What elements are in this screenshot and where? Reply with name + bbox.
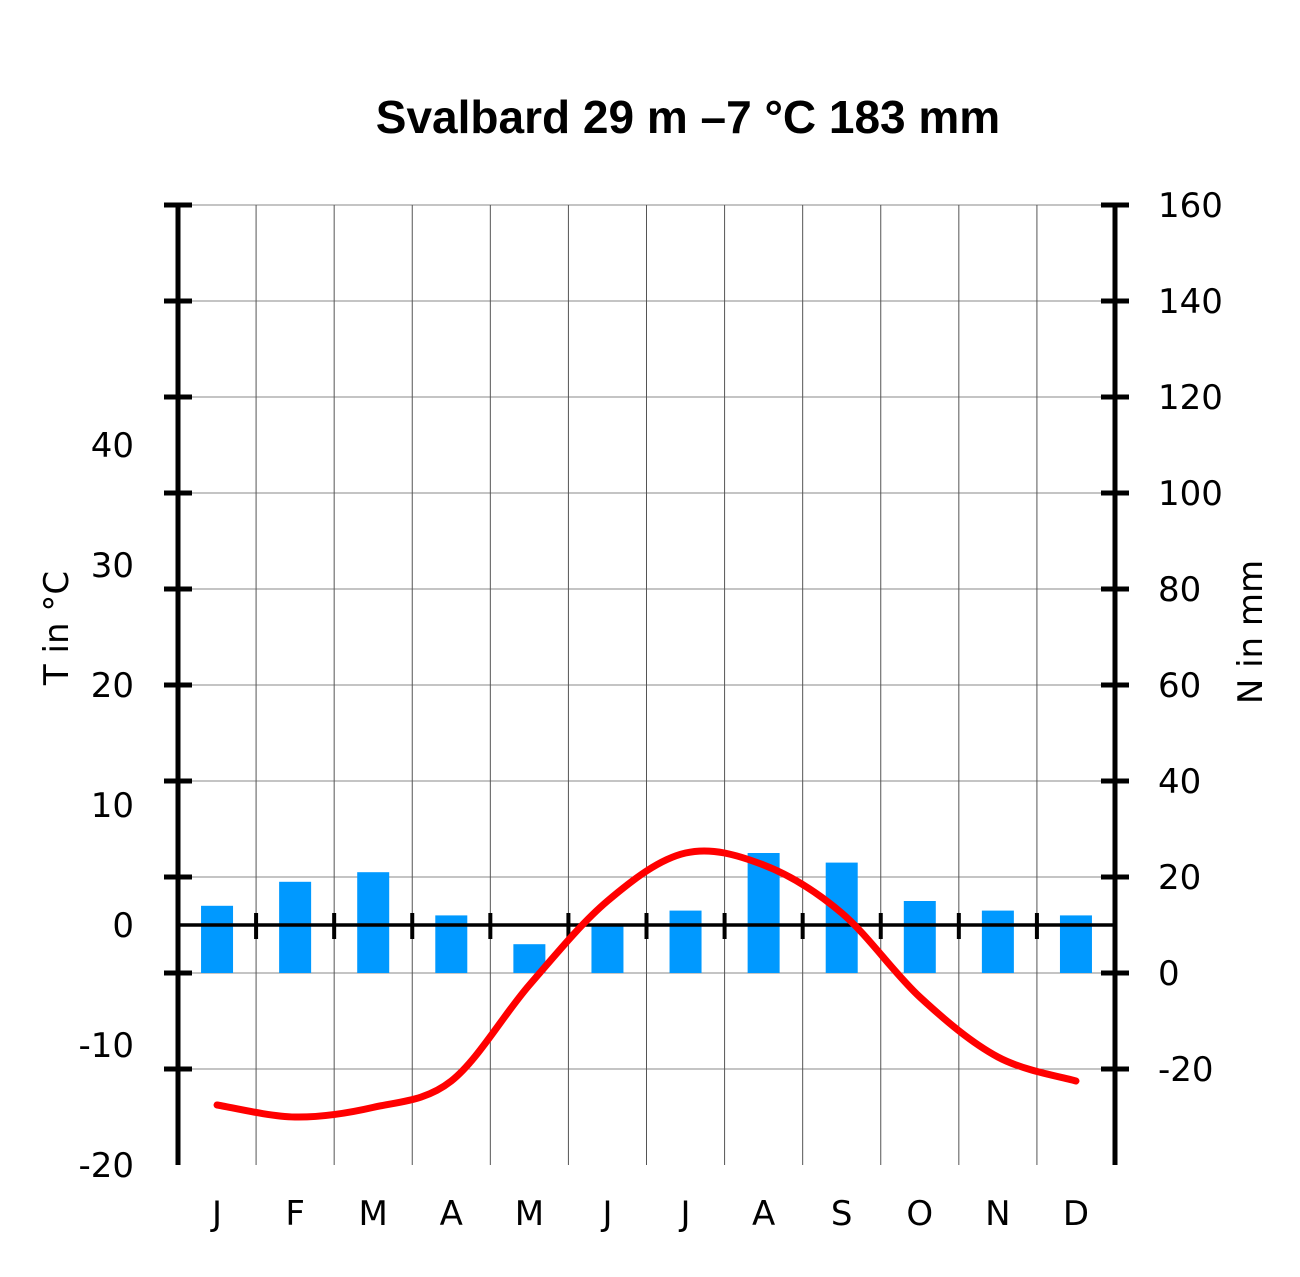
precip-bar-O [903,901,936,973]
grid [178,204,1115,1165]
month-label: J [600,1194,612,1234]
precip-bar-S [825,862,858,973]
right-tick-label: 140 [1158,282,1223,322]
axes [164,202,1129,1165]
left-tick-label: -10 [78,1026,134,1066]
right-axis-label: N in mm [1231,560,1271,704]
precip-bar-M [357,872,390,973]
precip-bar-J [201,905,234,973]
tick-labels: 403020100-10-20160140120100806040200-20J… [78,186,1222,1234]
right-tick-label: 160 [1158,186,1223,226]
precip-bar-J [669,910,702,973]
right-tick-label: 40 [1158,762,1201,802]
precipitation-bars [201,853,1092,973]
precip-bar-J [591,925,624,973]
left-axis-label: T in °C [37,571,77,686]
month-label: J [679,1194,691,1234]
right-tick-label: 80 [1158,570,1201,610]
left-tick-label: -20 [78,1146,134,1186]
month-label: F [285,1194,305,1234]
left-tick-label: 10 [91,786,134,826]
left-tick-label: 0 [112,906,134,946]
precip-bar-F [279,881,312,973]
month-label: A [752,1194,775,1234]
left-tick-label: 20 [91,666,134,706]
right-tick-label: 0 [1158,954,1180,994]
temperature-curve [213,847,1080,1121]
right-tick-label: 20 [1158,858,1201,898]
month-label: M [359,1194,388,1234]
chart-title: Svalbard 29 m –7 °C 183 mm [376,91,1000,143]
right-tick-label: 120 [1158,378,1223,418]
month-label: A [440,1194,463,1234]
right-tick-label: 60 [1158,666,1201,706]
month-label: M [515,1194,544,1234]
month-label: S [831,1194,853,1234]
left-tick-label: 30 [91,546,134,586]
month-label: J [210,1194,222,1234]
left-tick-label: 40 [91,426,134,466]
month-label: O [906,1194,933,1234]
month-label: D [1063,1194,1089,1234]
month-label: N [985,1194,1010,1234]
precip-bar-N [981,910,1014,973]
right-tick-label: -20 [1158,1050,1214,1090]
temperature-line [213,847,1080,1121]
right-tick-label: 100 [1158,474,1223,514]
